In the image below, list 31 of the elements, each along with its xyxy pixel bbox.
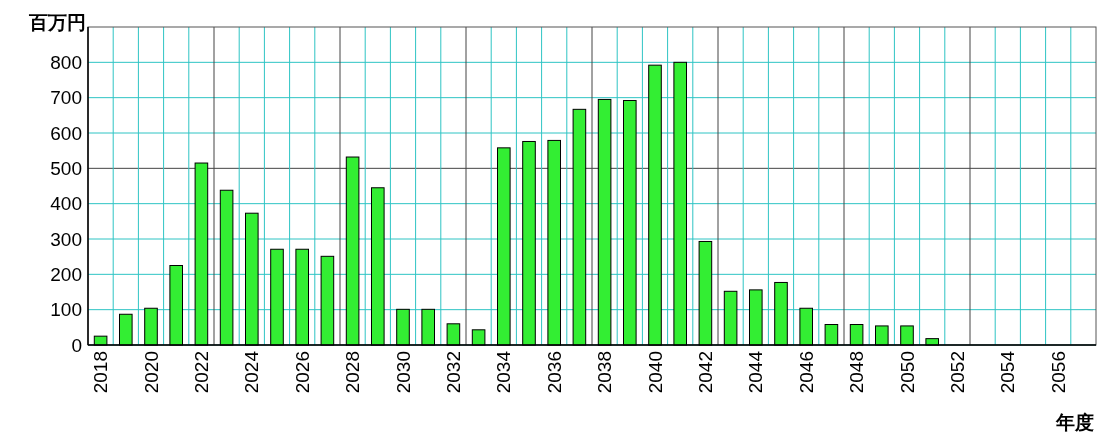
x-tick-label: 2030 <box>392 351 414 394</box>
x-tick-label: 2044 <box>745 350 767 394</box>
x-tick-label: 2024 <box>241 350 263 394</box>
y-tick-label: 300 <box>50 228 82 250</box>
x-tick-label: 2048 <box>846 351 868 394</box>
x-tick-label: 2022 <box>191 351 213 394</box>
x-tick-label: 2018 <box>90 351 112 394</box>
y-axis-title: 百万円 <box>28 12 86 33</box>
y-tick-label: 200 <box>50 263 82 285</box>
x-tick-label: 2056 <box>1047 351 1069 394</box>
y-tick-label: 500 <box>50 157 82 179</box>
x-axis-title: 年度 <box>1055 412 1094 433</box>
x-tick-label: 2046 <box>795 351 817 394</box>
x-tick-label: 2026 <box>291 351 313 394</box>
x-tick-label: 2028 <box>342 351 364 394</box>
x-tick-label: 2034 <box>493 350 515 394</box>
y-tick-label: 400 <box>50 193 82 215</box>
y-tick-label: 600 <box>50 122 82 144</box>
y-tick-label: 800 <box>50 51 82 73</box>
y-tick-label: 100 <box>50 299 82 321</box>
x-tick-label: 2036 <box>543 351 565 394</box>
x-tick-label: 2054 <box>997 350 1019 394</box>
x-tick-label: 2052 <box>947 351 969 394</box>
x-tick-label: 2040 <box>644 351 666 394</box>
x-tick-label: 2020 <box>140 351 162 394</box>
x-tick-label: 2038 <box>594 351 616 394</box>
x-tick-label: 2050 <box>896 351 918 394</box>
x-tick-label: 2032 <box>443 351 465 394</box>
y-tick-label: 700 <box>50 87 82 109</box>
x-tick-label: 2042 <box>695 351 717 394</box>
y-tick-label: 0 <box>71 334 82 356</box>
